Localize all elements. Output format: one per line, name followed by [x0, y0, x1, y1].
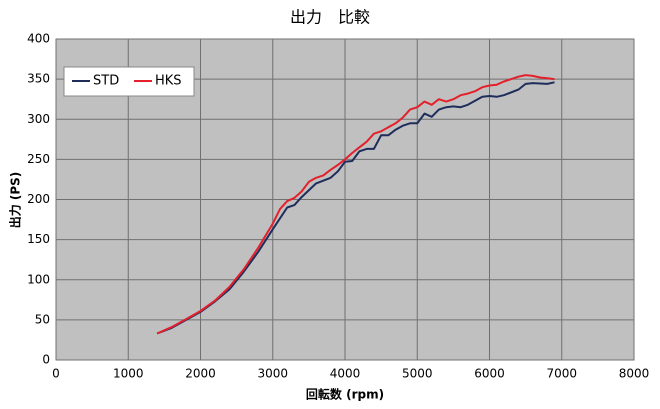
- x-tick-label: 7000: [546, 367, 577, 381]
- series-line: [156, 81, 555, 335]
- y-tick-label: 150: [27, 232, 50, 246]
- legend-label: STD: [93, 74, 119, 89]
- y-tick-label: 350: [27, 72, 50, 86]
- x-tick-label: 8000: [619, 367, 650, 381]
- x-tick-label: 4000: [330, 367, 361, 381]
- x-tick-label: 6000: [474, 367, 505, 381]
- lines: [156, 74, 555, 335]
- y-axis-label: 出力 (PS): [8, 172, 23, 229]
- x-tick-label: 5000: [402, 367, 433, 381]
- y-tick-label: 0: [42, 353, 50, 367]
- y-tick-label: 50: [35, 312, 50, 326]
- y-tick-label: 400: [27, 32, 50, 46]
- y-tick-label: 200: [27, 192, 50, 206]
- x-tick-label: 0: [52, 367, 60, 381]
- legend-label: HKS: [155, 74, 182, 89]
- y-tick-label: 250: [27, 152, 50, 166]
- series-line: [156, 74, 555, 335]
- x-tick-label: 3000: [257, 367, 288, 381]
- legend: STD HKS: [72, 74, 182, 89]
- y-tick-label: 300: [27, 112, 50, 126]
- x-axis-label: 回転数 (rpm): [306, 387, 384, 402]
- y-tick-label: 100: [27, 272, 50, 286]
- x-tick-label: 1000: [113, 367, 144, 381]
- chart-title: 出力 比較: [290, 8, 370, 27]
- x-tick-label: 2000: [185, 367, 216, 381]
